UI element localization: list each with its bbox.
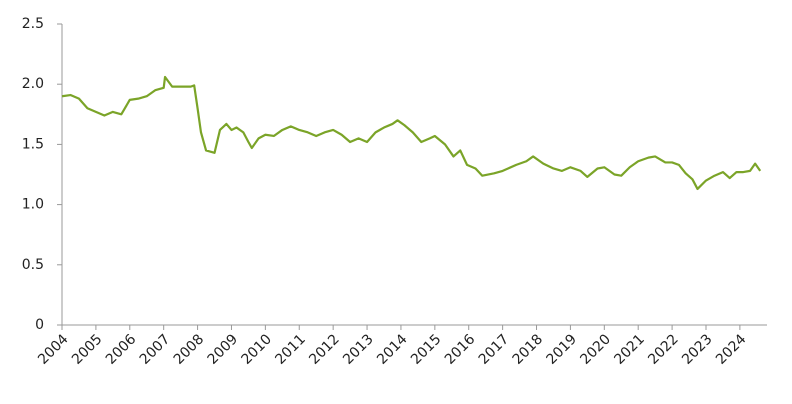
x-tick-label: 2016 — [442, 331, 479, 368]
x-tick-label: 2018 — [510, 331, 547, 368]
x-tick-label: 2023 — [679, 331, 716, 368]
x-tick-label: 2013 — [340, 331, 377, 368]
x-tick-label: 2015 — [408, 331, 445, 368]
line-series — [61, 75, 762, 191]
x-tick-label: 2014 — [374, 331, 411, 368]
y-tick-label: 2.5 — [22, 16, 44, 32]
x-tick-label: 2021 — [611, 331, 648, 368]
x-tick-label: 2004 — [35, 331, 72, 368]
x-tick-label: 2007 — [137, 331, 174, 368]
x-tick-label: 2020 — [577, 331, 614, 368]
y-tick-label: 1.5 — [22, 136, 44, 152]
x-tick-label: 2008 — [171, 331, 208, 368]
x-tick-label: 2017 — [476, 331, 513, 368]
x-tick-label: 2022 — [645, 331, 682, 368]
x-tick-label: 2011 — [272, 331, 309, 368]
x-tick-label: 2024 — [713, 331, 750, 368]
x-tick-label: 2006 — [103, 331, 140, 368]
x-tick-label: 2019 — [544, 331, 581, 368]
x-tick-label: 2012 — [306, 331, 343, 368]
y-tick-label: 0.5 — [22, 257, 44, 273]
x-tick-label: 2009 — [205, 331, 242, 368]
y-tick-label: 1.0 — [22, 197, 44, 213]
y-tick-label: 2.0 — [22, 76, 44, 92]
y-tick-label: 0 — [35, 317, 44, 333]
x-tick-label: 2010 — [239, 331, 276, 368]
x-tick-label: 2005 — [69, 331, 106, 368]
